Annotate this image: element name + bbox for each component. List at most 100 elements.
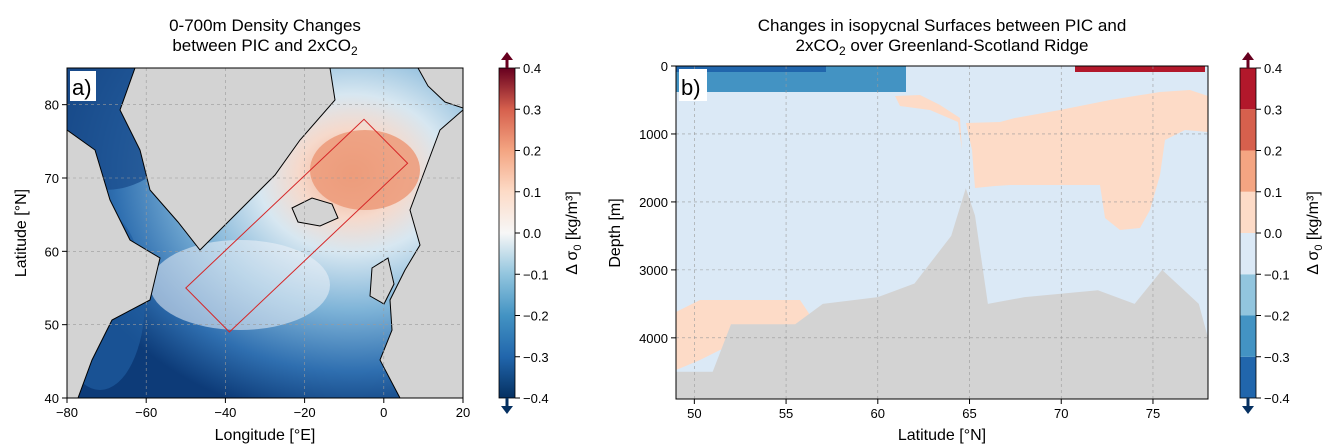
- panel-a-label-box: [70, 71, 96, 101]
- colorbar-tick-label: 0.1: [523, 185, 541, 200]
- panel-b-label: b): [681, 75, 701, 100]
- panel-b-xlabel: Latitude [°N]: [898, 427, 986, 444]
- colorbar-a: 0.4 0.3 0.2 0.1 0.0 −0.1 −0.2 −0.3 −0.4 Δ σ0 [kg…: [498, 52, 584, 414]
- panel-b-ticks: 50 55 60 65 70 75 0 1000 2000 3000 4000: [639, 59, 1160, 421]
- colorbar-tick-label: 0.2: [1264, 144, 1282, 159]
- section-surface-strong-negative: [676, 66, 826, 72]
- land-north-america: [67, 129, 161, 398]
- colorbar-tick-label: 0.4: [1264, 61, 1282, 76]
- x-tick-label: 60: [871, 406, 885, 421]
- section-box: [185, 118, 409, 333]
- colorbar-band: [1240, 150, 1256, 192]
- panel-a-title-line1: 0-700m Density Changes: [169, 16, 361, 35]
- x-tick-label: 0: [380, 405, 387, 420]
- positive-anomaly: [310, 130, 420, 210]
- x-tick-label: −20: [294, 405, 316, 420]
- colorbar-a-extend-bottom: [501, 406, 513, 414]
- land-greenland: [119, 68, 336, 251]
- panel-b-frame: [675, 65, 1209, 400]
- colorbar-a-ticks: 0.4 0.3 0.2 0.1 0.0 −0.1 −0.2 −0.3 −0.4: [515, 61, 549, 406]
- y-tick-label: 60: [45, 244, 59, 259]
- bathymetry: [676, 188, 1208, 399]
- land-svalbard: [417, 68, 463, 109]
- y-tick-label: 70: [45, 171, 59, 186]
- x-tick-label: 50: [687, 406, 701, 421]
- colorbar-tick-label: 0.4: [523, 61, 541, 76]
- colorbar-b-extend-top-stem: [1246, 58, 1250, 68]
- x-tick-label: 20: [456, 405, 470, 420]
- colorbar-tick-label: 0.3: [523, 102, 541, 117]
- colorbar-tick-label: −0.2: [1264, 309, 1290, 324]
- panel-a-title-line2: between PIC and 2xCO2: [172, 36, 358, 58]
- y-tick-label: 0: [661, 59, 668, 74]
- colorbar-a-label: Δ σ0 [kg/m³]: [564, 191, 584, 275]
- colorbar-tick-label: 0.0: [1264, 226, 1282, 241]
- colorbar-tick-label: −0.4: [1264, 391, 1290, 406]
- panel-b-label-box: [679, 69, 707, 101]
- colorbar-band: [1240, 109, 1256, 151]
- panel-a-grid: [67, 68, 463, 398]
- y-tick-label: 80: [45, 98, 59, 113]
- x-tick-label: 75: [1146, 406, 1160, 421]
- colorbar-band: [1240, 315, 1256, 357]
- colorbar-b-extend-bottom: [1242, 406, 1254, 414]
- colorbar-a-extend-top-stem: [505, 58, 509, 68]
- light-anomaly: [150, 240, 330, 330]
- colorbar-b: 0.4 0.3 0.2 0.1 0.0 −0.1 −0.2 −0.3 −0.4 Δ σ0 [kg…: [1239, 52, 1325, 414]
- colorbar-band: [1240, 233, 1256, 275]
- colorbar-b-bands: [1240, 68, 1256, 398]
- panel-a: 0-700m Density Changes between PIC and 2…: [13, 16, 584, 444]
- colorbar-band: [1240, 274, 1256, 316]
- colorbar-a-body: [498, 67, 516, 399]
- panel-a-ylabel: Latitude [°N]: [13, 189, 30, 277]
- colorbar-tick-label: 0.3: [1264, 102, 1282, 117]
- colorbar-band: [1240, 191, 1256, 233]
- y-tick-label: 40: [45, 391, 59, 406]
- panel-a-label: a): [72, 75, 92, 100]
- colorbar-tick-label: −0.1: [523, 267, 549, 282]
- colorbar-tick-label: 0.2: [523, 144, 541, 159]
- x-tick-label: −60: [135, 405, 157, 420]
- colorbar-b-extend-bottom-stem: [1246, 398, 1250, 408]
- colorbar-tick-label: −0.3: [1264, 350, 1290, 365]
- section-surface-positive: [1075, 66, 1205, 72]
- panel-b: Changes in isopycnal Surfaces between PI…: [607, 16, 1325, 444]
- section-positive-region: [966, 90, 1208, 230]
- colorbar-tick-label: −0.1: [1264, 267, 1290, 282]
- land-iceland: [291, 197, 339, 227]
- panel-a-xlabel: Longitude [°E]: [215, 427, 316, 444]
- y-tick-label: 2000: [639, 195, 668, 210]
- colorbar-band: [1240, 356, 1256, 398]
- colorbar-tick-label: 0.0: [523, 226, 541, 241]
- colorbar-tick-label: −0.2: [523, 309, 549, 324]
- panel-b-title-line2: 2xCO2 over Greenland-Scotland Ridge: [795, 36, 1088, 58]
- y-tick-label: 50: [45, 318, 59, 333]
- panel-a-map: [67, 68, 463, 398]
- land-europe: [379, 109, 463, 398]
- x-tick-label: 65: [962, 406, 976, 421]
- colorbar-band: [1240, 68, 1256, 110]
- panel-a-frame: [66, 67, 464, 399]
- section-positive-patch: [895, 95, 962, 150]
- colorbar-a-extend-bottom-stem: [505, 398, 509, 408]
- y-tick-label: 3000: [639, 263, 668, 278]
- panel-b-grid: [676, 66, 1208, 399]
- x-tick-label: −80: [56, 405, 78, 420]
- y-tick-label: 4000: [639, 331, 668, 346]
- x-tick-label: −40: [214, 405, 236, 420]
- panel-a-ticks: −80 −60 −40 −20 0 20 40 50 60 70 80: [45, 98, 471, 420]
- colorbar-b-label: Δ σ0 [kg/m³]: [1305, 191, 1325, 275]
- colorbar-tick-label: −0.4: [523, 391, 549, 406]
- y-tick-label: 1000: [639, 127, 668, 142]
- colorbar-tick-label: −0.3: [523, 350, 549, 365]
- panel-b-title-line1: Changes in isopycnal Surfaces between PI…: [758, 16, 1127, 35]
- panel-b-ylabel: Depth [m]: [607, 198, 624, 267]
- colorbar-tick-label: 0.1: [1264, 185, 1282, 200]
- x-tick-label: 55: [779, 406, 793, 421]
- colorbar-b-ticks: 0.4 0.3 0.2 0.1 0.0 −0.1 −0.2 −0.3 −0.4: [1256, 61, 1290, 406]
- colorbar-b-extend-top: [1242, 52, 1254, 60]
- panel-b-section: [676, 66, 1208, 399]
- colorbar-a-extend-top: [501, 52, 513, 60]
- land-british-isles: [369, 257, 395, 305]
